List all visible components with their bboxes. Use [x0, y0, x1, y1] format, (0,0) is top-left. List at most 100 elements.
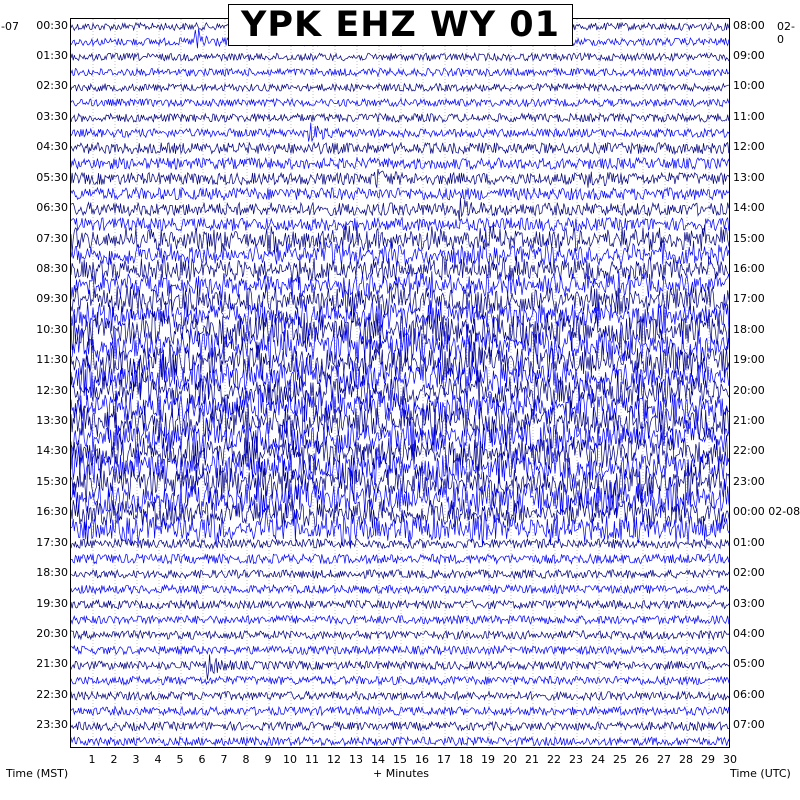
left-hour-label: 14:30: [36, 444, 68, 458]
right-hour-label: 02:00: [733, 566, 765, 580]
seismic-trace: [71, 675, 729, 686]
minute-tick-label: 9: [264, 753, 272, 766]
right-hour-label: 14:00: [733, 201, 765, 215]
seismic-trace: [71, 186, 729, 202]
right-hour-label: 04:00: [733, 626, 765, 640]
seismic-trace: [71, 654, 729, 680]
right-hour-label: 08:00: [733, 18, 765, 32]
seismic-trace: [71, 705, 729, 717]
seismic-trace: [71, 690, 729, 702]
left-hour-label: 11:30: [36, 353, 68, 367]
minute-tick-label: 29: [701, 753, 715, 766]
right-hour-label: 15:00: [733, 231, 765, 245]
left-hour-label: 20:30: [36, 626, 68, 640]
left-hour-label: 17:30: [36, 535, 68, 549]
seismogram-traces: [71, 19, 729, 747]
seismic-trace: [71, 298, 729, 335]
right-hour-label: 09:00: [733, 49, 765, 63]
left-hour-label: 01:30: [36, 49, 68, 63]
left-hour-label: 10:30: [36, 322, 68, 336]
right-hour-label: 19:00: [733, 353, 765, 367]
seismic-trace: [71, 271, 729, 301]
right-hour-label: 12:00: [733, 140, 765, 154]
seismic-trace: [71, 431, 729, 476]
left-hour-label: 12:30: [36, 383, 68, 397]
seismic-trace: [71, 415, 729, 461]
seismic-trace: [71, 399, 729, 446]
seismic-trace: [71, 340, 729, 385]
left-hour-label: 07:30: [36, 231, 68, 245]
minute-tick-label: 18: [459, 753, 473, 766]
right-hour-label: 03:00: [733, 596, 765, 610]
seismic-trace: [71, 238, 729, 268]
right-hour-label: 13:00: [733, 170, 765, 184]
right-hour-label: 21:00: [733, 414, 765, 428]
seismic-trace: [71, 141, 729, 156]
seismic-trace: [71, 156, 729, 171]
right-hour-label: 11:00: [733, 109, 765, 123]
seismic-trace: [71, 537, 729, 550]
seismic-trace: [71, 169, 729, 188]
seismic-trace: [71, 82, 729, 93]
left-hour-label: 22:30: [36, 687, 68, 701]
minute-tick-label: 12: [327, 753, 341, 766]
seismic-trace: [71, 254, 729, 285]
left-hour-label: 06:30: [36, 201, 68, 215]
minute-tick-label: 4: [154, 753, 162, 766]
right-hour-label: 17:00: [733, 292, 765, 306]
left-hour-label: 04:30: [36, 140, 68, 154]
seismic-trace: [71, 735, 729, 747]
minute-tick-label: 15: [393, 753, 407, 766]
seismic-trace: [71, 369, 729, 412]
left-hour-label: 15:30: [36, 474, 68, 488]
right-hour-label: 01:00: [733, 535, 765, 549]
seismic-trace: [71, 598, 729, 611]
minute-tick-label: 5: [176, 753, 184, 766]
seismic-trace: [71, 353, 729, 400]
left-hour-label: 03:30: [36, 109, 68, 123]
seismic-trace: [71, 282, 729, 319]
seismic-trace: [71, 614, 729, 626]
left-hour-label: 21:30: [36, 657, 68, 671]
minute-tick-label: 21: [525, 753, 539, 766]
seismic-trace: [71, 197, 729, 221]
seismic-trace: [71, 216, 729, 232]
seismogram-plot-area: [70, 18, 730, 748]
seismic-trace: [71, 446, 729, 489]
minute-tick-label: 11: [305, 753, 319, 766]
seismic-trace: [71, 720, 729, 732]
minute-tick-label: 13: [349, 753, 363, 766]
left-hour-label: 23:30: [36, 718, 68, 732]
right-hour-label: 10:00: [733, 79, 765, 93]
left-hour-label: 18:30: [36, 566, 68, 580]
minute-tick-label: 20: [503, 753, 517, 766]
minute-tick-label: 7: [220, 753, 228, 766]
minute-tick-label: 28: [679, 753, 693, 766]
left-axis-title: Time (MST): [6, 767, 69, 780]
minute-tick-label: 26: [635, 753, 649, 766]
left-hour-label: 09:30: [36, 292, 68, 306]
right-hour-label: 07:00: [733, 718, 765, 732]
seismic-trace: [71, 385, 729, 427]
left-hour-label: 08:30: [36, 261, 68, 275]
left-hour-label: 02:30: [36, 79, 68, 93]
right-hour-label: 18:00: [733, 322, 765, 336]
right-hour-label: 20:00: [733, 383, 765, 397]
minute-tick-label: 3: [132, 753, 140, 766]
seismic-trace: [71, 97, 729, 108]
seismic-trace: [71, 510, 729, 549]
minute-tick-label: 14: [371, 753, 385, 766]
chart-title: YPK EHZ WY 01: [228, 4, 573, 46]
right-hour-label: 05:00: [733, 657, 765, 671]
minute-tick-label: 27: [657, 753, 671, 766]
x-axis-title: + Minutes: [373, 767, 430, 780]
seismic-trace: [71, 67, 729, 78]
right-hour-label: 16:00: [733, 261, 765, 275]
seismic-trace: [71, 552, 729, 565]
left-date-label: 2-07: [0, 20, 19, 33]
minute-tick-label: 24: [591, 753, 605, 766]
minute-tick-label: 30: [723, 753, 737, 766]
seismic-trace: [71, 112, 729, 124]
left-hour-label: 19:30: [36, 596, 68, 610]
